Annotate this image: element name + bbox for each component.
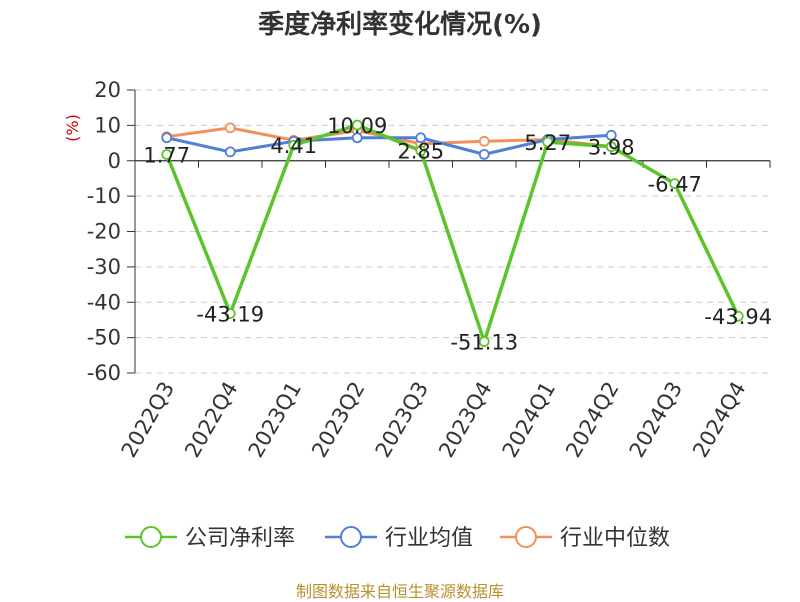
series-layer [161, 119, 744, 348]
x-tick-label: 2023Q1 [244, 378, 306, 462]
x-tick-label: 2023Q3 [371, 378, 433, 462]
data-label: 2.85 [397, 140, 444, 164]
x-tick-label: 2024Q2 [561, 378, 623, 462]
data-label: 5.27 [524, 131, 571, 155]
x-tick-label: 2023Q2 [307, 378, 369, 462]
x-tick-label: 2022Q3 [117, 378, 179, 462]
data-label: 3.98 [588, 136, 635, 160]
grid-lines [135, 89, 770, 374]
y-tick-label: -30 [87, 255, 121, 279]
x-tick-label: 2024Q3 [625, 378, 687, 462]
data-label: -6.47 [648, 173, 702, 197]
data-point-company [669, 178, 681, 190]
data-point-company [224, 308, 236, 319]
data-point-industry_avg [415, 132, 427, 144]
data-point-industry_avg [605, 129, 617, 141]
y-tick-label: 20 [94, 78, 121, 102]
data-point-industry_median [478, 135, 490, 147]
data-point-industry_median [224, 122, 236, 134]
x-tick-label: 2023Q4 [434, 378, 496, 462]
data-label: 4.41 [270, 134, 317, 158]
data-point-industry_avg [224, 146, 236, 158]
data-point-industry_avg [478, 148, 490, 160]
data-label: 10.09 [327, 114, 387, 138]
data-point-company [415, 145, 427, 157]
legend-marker-company [140, 526, 162, 548]
legend: 公司净利率 行业均值 行业中位数 [125, 526, 670, 551]
y-axis-label: (%) [63, 114, 82, 142]
source-note: 制图数据来自恒生聚源数据库 [295, 582, 504, 601]
data-point-company [478, 336, 490, 348]
x-tick-label: 2024Q1 [498, 378, 560, 462]
y-tick-label: 0 [108, 149, 121, 173]
legend-label-company: 公司净利率 [185, 526, 295, 551]
data-point-company [542, 136, 554, 148]
legend-marker-industry_median [515, 526, 537, 548]
y-tick-label: -20 [87, 220, 121, 244]
data-labels: 1.77 -43.19 4.41 10.09 2.85 -51.13 5.27 3.98 -6.… [143, 114, 772, 355]
data-point-company [605, 141, 617, 153]
data-point-industry_avg [351, 132, 363, 144]
legend-marker-industry_avg [340, 526, 362, 548]
data-point-company [161, 149, 173, 160]
legend-label-industry_median: 行业中位数 [560, 526, 670, 551]
y-tick-label: -50 [87, 326, 121, 350]
data-point-company [288, 139, 300, 151]
data-point-company [732, 310, 744, 322]
data-point-company [351, 119, 363, 131]
data-label: 1.77 [143, 143, 190, 167]
y-tick-label: -10 [87, 184, 121, 208]
x-tick-label: 2022Q4 [180, 378, 242, 462]
y-tick-label: -60 [87, 361, 121, 385]
series-line-company [165, 123, 740, 344]
data-label: -51.13 [450, 331, 518, 355]
y-tick-label: -40 [87, 290, 121, 314]
legend-label-industry_avg: 行业均值 [385, 526, 473, 551]
data-label: -43.19 [196, 303, 264, 327]
data-point-industry_avg [161, 132, 173, 144]
chart-title: 季度净利率变化情况(%) [258, 10, 542, 40]
x-tick-label: 2024Q4 [688, 378, 750, 462]
data-label: -43.94 [704, 305, 772, 329]
y-tick-label: 10 [94, 113, 121, 137]
